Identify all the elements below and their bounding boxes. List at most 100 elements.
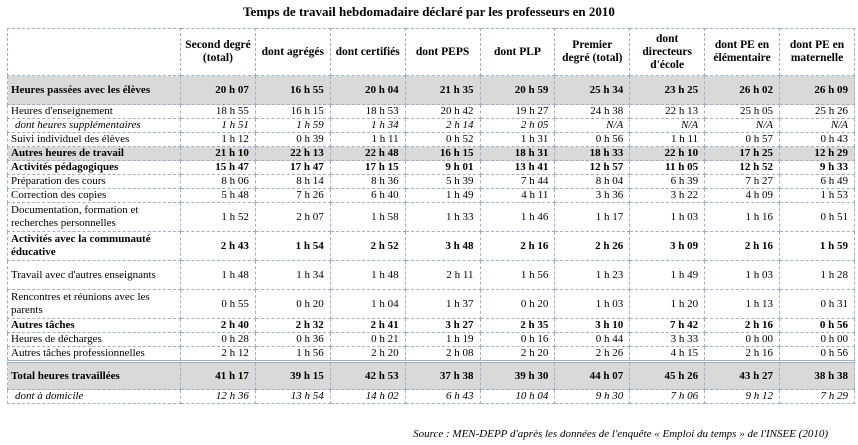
cell-value: 1 h 59	[254, 118, 331, 133]
table-row: dont heures supplémentaires 1 h 51 1 h 59 1…	[7, 118, 855, 133]
cell-value: 3 h 33	[629, 332, 706, 347]
cell-value: 7 h 27	[704, 174, 780, 189]
cell-value: 2 h 41	[329, 318, 406, 333]
cell-value: 17 h 47	[254, 160, 331, 175]
cell-value: 3 h 10	[554, 318, 631, 333]
row-label: Heures passées avec les élèves	[7, 75, 181, 105]
cell-value: 22 h 13	[254, 146, 331, 161]
table-row: Autres tâches professionnelles 2 h 12 1 h …	[7, 346, 855, 362]
cell-value: 6 h 49	[779, 174, 855, 189]
table-title: Temps de travail hebdomadaire déclaré pa…	[243, 4, 615, 19]
cell-value: 2 h 35	[479, 318, 556, 333]
row-label: Autres tâches professionnelles	[7, 346, 181, 362]
column-header: Premier degré (total)	[554, 28, 631, 76]
row-label: Heures d'enseignement	[7, 104, 181, 119]
cell-value: 1 h 20	[629, 289, 706, 319]
cell-value: 2 h 14	[404, 118, 481, 133]
row-label: Autres tâches	[7, 318, 181, 333]
cell-value: 2 h 52	[329, 231, 406, 261]
table-row: Heures passées avec les élèves 20 h 07 16 …	[7, 75, 855, 105]
cell-value: 2 h 32	[254, 318, 331, 333]
row-label: Autres heures de travail	[7, 146, 181, 161]
cell-value: 9 h 01	[404, 160, 481, 175]
column-header: Second degré (total)	[180, 28, 256, 76]
cell-value: 1 h 03	[554, 289, 631, 319]
table-row: Total heures travaillées 41 h 17 39 h 15 42…	[7, 360, 855, 390]
cell-value: 0 h 43	[779, 132, 855, 147]
table-row: Autres heures de travail 21 h 10 22 h 13 22…	[7, 146, 855, 161]
cell-value: 26 h 09	[779, 75, 855, 105]
cell-value: 1 h 13	[704, 289, 780, 319]
cell-value: 1 h 03	[629, 202, 706, 232]
cell-value: 45 h 26	[629, 360, 706, 390]
cell-value: 7 h 06	[629, 389, 706, 404]
table-row: Heures d'enseignement 18 h 55 16 h 15 18 h …	[7, 104, 855, 119]
table-row: Activités avec la communauté éducative 2 …	[7, 231, 855, 261]
cell-value: 1 h 33	[404, 202, 481, 232]
column-header: dont PEPS	[404, 28, 481, 76]
row-label: Heures de décharges	[7, 332, 181, 347]
table-row: Heures de décharges 0 h 28 0 h 36 0 h 21 1 h…	[7, 332, 855, 347]
cell-value: 2 h 40	[180, 318, 256, 333]
cell-value: 7 h 29	[779, 389, 855, 404]
cell-value: 1 h 49	[404, 188, 481, 203]
cell-value: 15 h 47	[180, 160, 256, 175]
cell-value: 18 h 31	[479, 146, 556, 161]
cell-value: N/A	[629, 118, 706, 133]
data-table: Second degré (total) dont agrégés dont cer…	[7, 28, 855, 404]
cell-value: 2 h 11	[404, 260, 481, 290]
cell-value: 26 h 02	[704, 75, 780, 105]
cell-value: 2 h 16	[704, 346, 780, 362]
cell-value: 25 h 34	[554, 75, 631, 105]
cell-value: 13 h 54	[254, 389, 331, 404]
cell-value: 20 h 42	[404, 104, 481, 119]
cell-value: 0 h 44	[554, 332, 631, 347]
cell-value: 0 h 31	[779, 289, 855, 319]
cell-value: 14 h 02	[329, 389, 406, 404]
cell-value: 16 h 15	[254, 104, 331, 119]
cell-value: 1 h 04	[329, 289, 406, 319]
cell-value: 39 h 15	[254, 360, 331, 390]
cell-value: 1 h 52	[180, 202, 256, 232]
table-row: Autres tâches 2 h 40 2 h 32 2 h 41 3 h 27 2 h…	[7, 318, 855, 333]
cell-value: 1 h 31	[479, 132, 556, 147]
cell-value: N/A	[554, 118, 631, 133]
cell-value: 12 h 52	[704, 160, 780, 175]
cell-value: 1 h 34	[254, 260, 331, 290]
row-label: Correction des copies	[7, 188, 181, 203]
cell-value: 20 h 04	[329, 75, 406, 105]
cell-value: 3 h 48	[404, 231, 481, 261]
column-header: dont agrégés	[254, 28, 331, 76]
cell-value: 1 h 16	[704, 202, 780, 232]
table-row: Préparation des cours 8 h 06 8 h 14 8 h 36 5…	[7, 174, 855, 189]
cell-value: 0 h 00	[704, 332, 780, 347]
cell-value: 2 h 05	[479, 118, 556, 133]
cell-value: 2 h 43	[180, 231, 256, 261]
cell-value: 8 h 36	[329, 174, 406, 189]
cell-value: 1 h 34	[329, 118, 406, 133]
column-header: dont PE en élémentaire	[704, 28, 780, 76]
cell-value: 2 h 07	[254, 202, 331, 232]
cell-value: 44 h 07	[554, 360, 631, 390]
cell-value: 0 h 28	[180, 332, 256, 347]
cell-value: 19 h 27	[479, 104, 556, 119]
cell-value: 12 h 29	[779, 146, 855, 161]
cell-value: N/A	[704, 118, 780, 133]
row-label: Total heures travaillées	[7, 360, 181, 390]
row-label: Rencontres et réunions avec les parents	[7, 289, 181, 319]
cell-value: 0 h 00	[779, 332, 855, 347]
cell-value: 0 h 16	[479, 332, 556, 347]
cell-value: 5 h 48	[180, 188, 256, 203]
cell-value: 1 h 11	[329, 132, 406, 147]
column-header: dont directeurs d'école	[629, 28, 706, 76]
cell-value: 2 h 12	[180, 346, 256, 362]
cell-value: N/A	[779, 118, 855, 133]
cell-value: 8 h 14	[254, 174, 331, 189]
row-label: Activités pédagogiques	[7, 160, 181, 175]
cell-value: 22 h 10	[629, 146, 706, 161]
cell-value: 18 h 55	[180, 104, 256, 119]
cell-value: 0 h 36	[254, 332, 331, 347]
cell-value: 0 h 55	[180, 289, 256, 319]
cell-value: 0 h 20	[254, 289, 331, 319]
cell-value: 3 h 27	[404, 318, 481, 333]
